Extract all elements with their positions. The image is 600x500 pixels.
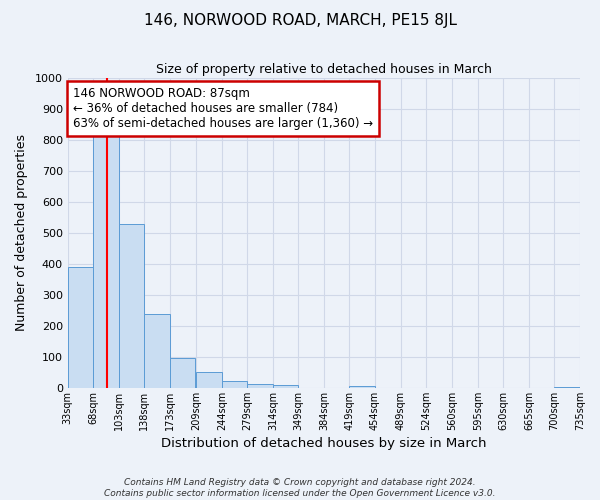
Text: 146, NORWOOD ROAD, MARCH, PE15 8JL: 146, NORWOOD ROAD, MARCH, PE15 8JL <box>143 12 457 28</box>
Y-axis label: Number of detached properties: Number of detached properties <box>15 134 28 332</box>
Bar <box>170 358 196 388</box>
Bar <box>119 224 145 388</box>
Title: Size of property relative to detached houses in March: Size of property relative to detached ho… <box>156 62 492 76</box>
Text: Contains HM Land Registry data © Crown copyright and database right 2024.
Contai: Contains HM Land Registry data © Crown c… <box>104 478 496 498</box>
Bar <box>247 384 273 388</box>
Bar <box>273 385 298 388</box>
Bar <box>68 267 94 388</box>
Bar <box>222 381 247 388</box>
Text: 146 NORWOOD ROAD: 87sqm
← 36% of detached houses are smaller (784)
63% of semi-d: 146 NORWOOD ROAD: 87sqm ← 36% of detache… <box>73 88 373 130</box>
X-axis label: Distribution of detached houses by size in March: Distribution of detached houses by size … <box>161 437 487 450</box>
Bar <box>349 386 375 388</box>
Bar <box>145 314 170 388</box>
Bar <box>554 387 580 388</box>
Bar <box>94 130 119 388</box>
Bar <box>196 372 222 388</box>
